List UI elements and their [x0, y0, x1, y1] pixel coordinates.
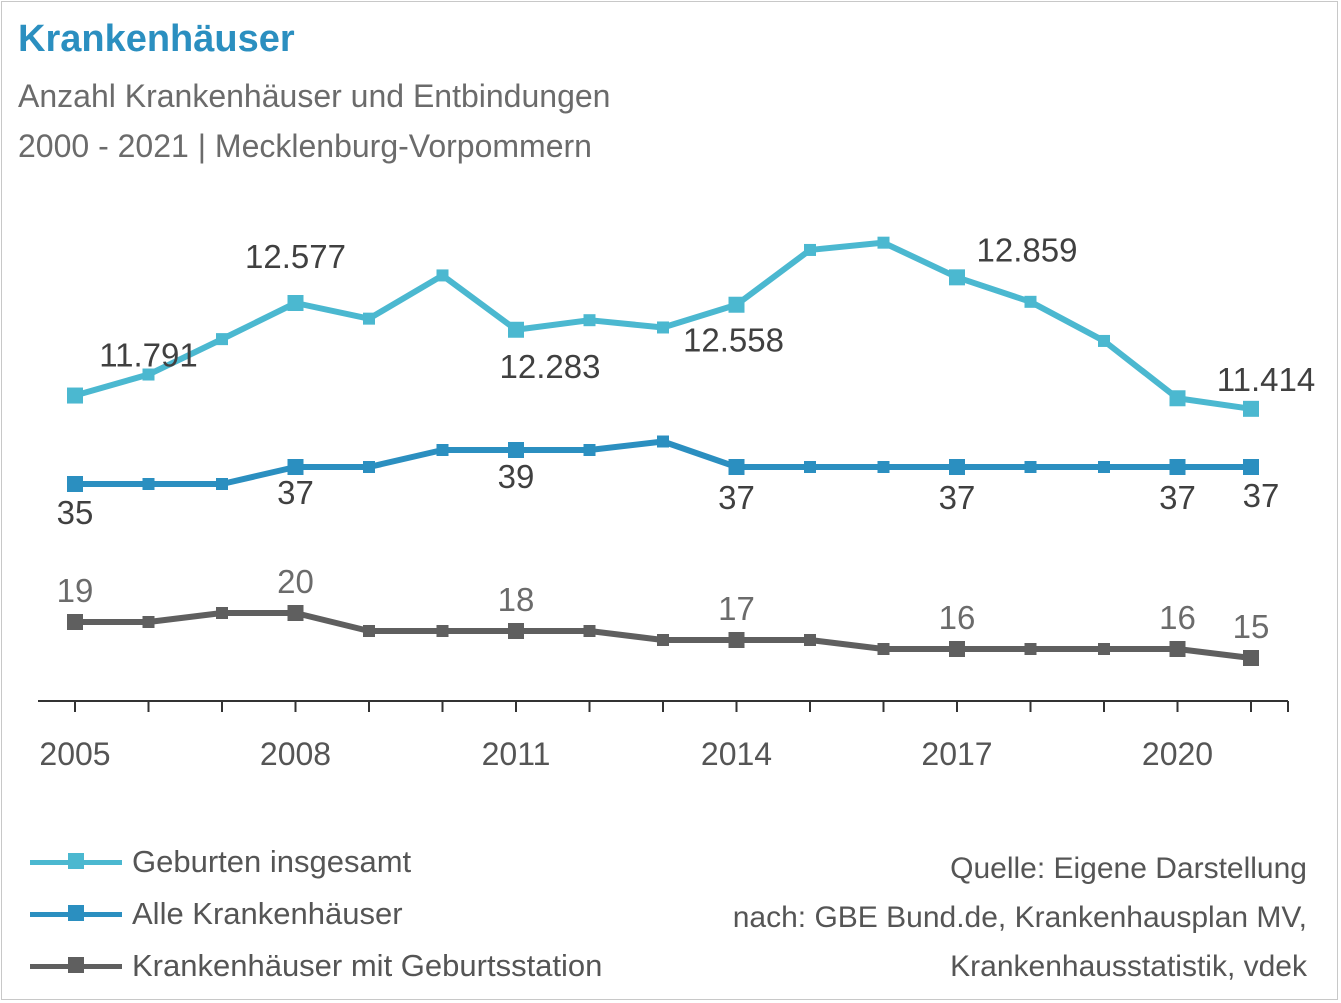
data-point [363, 461, 375, 473]
data-label: 39 [498, 458, 535, 495]
data-point [508, 623, 524, 639]
data-label: 16 [1159, 599, 1196, 636]
data-label: 15 [1233, 608, 1270, 645]
x-tick-label: 2017 [921, 736, 992, 772]
data-label: 12.859 [977, 231, 1078, 268]
data-point [287, 459, 304, 475]
data-point [142, 478, 155, 490]
legend-item-alle-krankenhaeuser: Alle Krankenhäuser [30, 888, 602, 940]
x-tick-label: 2005 [39, 736, 110, 772]
x-tick-label: 2008 [260, 736, 331, 772]
legend-swatch-alle-krankenhaeuser [30, 904, 122, 924]
data-point [508, 442, 524, 458]
data-point [804, 243, 816, 256]
chart-subtitle-line2: 2000 - 2021 | Mecklenburg-Vorpommern [18, 128, 592, 164]
data-point [216, 607, 228, 619]
data-point [804, 634, 816, 646]
data-point [1024, 643, 1037, 655]
data-point [1024, 461, 1037, 473]
data-point [728, 459, 745, 475]
data-label: 37 [1159, 479, 1196, 516]
data-point [1243, 650, 1259, 666]
data-label: 18 [498, 581, 535, 618]
data-point [436, 625, 449, 637]
data-point [583, 444, 596, 456]
data-point [216, 478, 228, 490]
data-point [142, 368, 155, 381]
data-point [657, 634, 669, 646]
data-point [1098, 643, 1110, 655]
data-label: 12.577 [245, 238, 346, 275]
legend-swatch-geburtsstation [30, 956, 122, 976]
data-point [728, 632, 745, 648]
x-tick-label: 2011 [482, 736, 551, 772]
data-label: 35 [57, 494, 94, 531]
data-point [877, 461, 890, 473]
data-point [287, 605, 304, 621]
data-label: 11.414 [1217, 361, 1315, 398]
data-point [1098, 461, 1110, 473]
source-note: Quelle: Eigene Darstellung nach: GBE Bun… [733, 844, 1307, 991]
data-point [728, 296, 745, 313]
data-point [508, 321, 524, 338]
data-label: 37 [1243, 477, 1280, 514]
legend-swatch-geburten [30, 852, 122, 872]
data-point [287, 295, 304, 311]
data-point [877, 236, 890, 249]
legend-label-geburtsstation: Krankenhäuser mit Geburtsstation [132, 948, 603, 983]
data-point [949, 269, 965, 286]
data-label: 37 [939, 479, 976, 516]
data-point [877, 643, 890, 655]
data-label: 12.283 [500, 348, 601, 385]
data-point [949, 459, 965, 475]
data-label: 19 [57, 572, 94, 609]
data-point [216, 333, 228, 346]
data-point [436, 444, 449, 456]
data-point [583, 625, 596, 637]
data-point [804, 461, 816, 473]
data-point [1169, 390, 1186, 407]
data-point [363, 312, 375, 325]
data-point [67, 387, 83, 404]
chart-title: Krankenhäuser [18, 18, 295, 60]
legend: Geburten insgesamt Alle Krankenhäuser Kr… [30, 836, 602, 992]
data-point [949, 641, 965, 657]
chart-subtitle-line1: Anzahl Krankenhäuser und Entbindungen [18, 78, 611, 114]
series-line [75, 438, 1251, 487]
data-point [1024, 295, 1037, 308]
data-point [657, 435, 669, 448]
x-tick-label: 2014 [701, 736, 772, 772]
data-point [1243, 400, 1259, 417]
data-label: 20 [277, 563, 314, 600]
data-point [142, 616, 155, 628]
data-point [67, 614, 83, 630]
source-line-3: Krankenhausstatistik, vdek [950, 950, 1307, 983]
source-line-2: nach: GBE Bund.de, Krankenhausplan MV, [732, 901, 1307, 934]
data-point [1169, 459, 1186, 475]
legend-label-geburten: Geburten insgesamt [132, 844, 412, 879]
data-label: 37 [718, 479, 755, 516]
data-label: 17 [718, 590, 755, 627]
data-label: 12.558 [683, 322, 784, 359]
legend-item-geburten: Geburten insgesamt [30, 836, 602, 888]
data-point [363, 625, 375, 637]
data-label: 37 [277, 474, 314, 511]
data-point [67, 476, 83, 492]
data-label: 11.791 [99, 337, 197, 374]
source-line-1: Quelle: Eigene Darstellung [950, 852, 1307, 885]
data-point [1169, 641, 1186, 657]
data-point [1098, 334, 1110, 347]
x-tick-label: 2020 [1142, 736, 1213, 772]
data-point [436, 269, 449, 282]
data-point [657, 321, 669, 334]
legend-item-geburtsstation: Krankenhäuser mit Geburtsstation [30, 940, 602, 992]
data-point [583, 314, 596, 327]
data-label: 16 [939, 599, 976, 636]
legend-label-alle-krankenhaeuser: Alle Krankenhäuser [132, 896, 403, 931]
data-point [1243, 459, 1259, 475]
